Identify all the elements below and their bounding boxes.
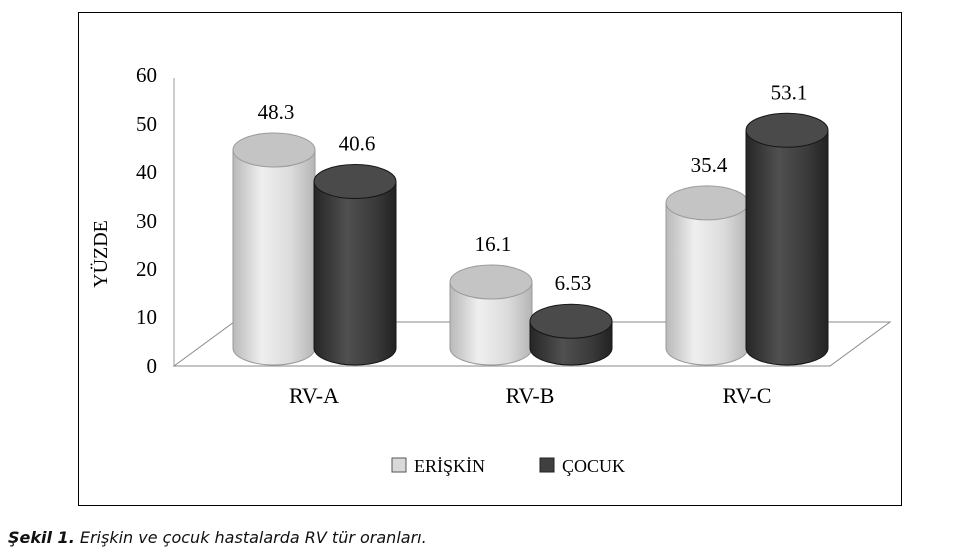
bar-top bbox=[232, 132, 316, 168]
bar-rv-c-series-0: 35.4 bbox=[665, 153, 749, 366]
y-tick-label: 60 bbox=[136, 63, 157, 87]
legend-swatch-cocuk bbox=[539, 457, 555, 473]
bar-top bbox=[529, 303, 613, 339]
legend-swatch-eriskin bbox=[391, 457, 407, 473]
bar-top bbox=[665, 185, 749, 221]
bar-rv-a-series-1: 40.6 bbox=[313, 132, 397, 366]
y-tick-label: 10 bbox=[136, 305, 157, 329]
bar-rv-b-series-0: 16.1 bbox=[449, 232, 533, 366]
data-label: 6.53 bbox=[555, 271, 592, 295]
bar-body bbox=[665, 202, 749, 366]
caption-label: Şekil 1. bbox=[8, 528, 75, 547]
bar-rv-b-series-1: 6.53 bbox=[529, 271, 613, 366]
x-category-label: RV-C bbox=[723, 383, 772, 408]
legend-label-cocuk: ÇOCUK bbox=[562, 456, 625, 476]
bar-rv-a-series-0: 48.3 bbox=[232, 100, 316, 366]
x-category-label: RV-A bbox=[289, 383, 339, 408]
bar-top bbox=[313, 164, 397, 200]
data-label: 40.6 bbox=[339, 132, 376, 156]
chart-area: YÜZDE 60 50 40 30 20 10 0 48.3 16.1 35.4 40… bbox=[89, 63, 892, 476]
y-tick-label: 50 bbox=[136, 112, 157, 136]
data-label: 35.4 bbox=[691, 153, 728, 177]
figure-caption: Şekil 1. Erişkin ve çocuk hastalarda RV … bbox=[8, 528, 427, 547]
y-axis-title: YÜZDE bbox=[89, 220, 112, 288]
data-label: 48.3 bbox=[258, 100, 295, 124]
data-label: 53.1 bbox=[771, 80, 808, 104]
bar-body bbox=[232, 149, 316, 366]
legend-label-eriskin: ERİŞKİN bbox=[414, 456, 485, 476]
y-tick-label: 30 bbox=[136, 209, 157, 233]
data-label: 16.1 bbox=[475, 232, 512, 256]
bar-rv-c-series-1: 53.1 bbox=[745, 80, 829, 366]
x-category-label: RV-B bbox=[506, 383, 555, 408]
bar-body bbox=[313, 181, 397, 366]
bar-top bbox=[745, 112, 829, 148]
y-tick-label: 0 bbox=[147, 354, 158, 378]
y-tick-label: 40 bbox=[136, 160, 157, 184]
caption-text: Erişkin ve çocuk hastalarda RV tür oranl… bbox=[79, 528, 427, 547]
legend: ERİŞKİN ÇOCUK bbox=[391, 456, 625, 476]
bar-top bbox=[449, 264, 533, 300]
y-tick-label: 20 bbox=[136, 257, 157, 281]
bar-body bbox=[745, 129, 829, 366]
